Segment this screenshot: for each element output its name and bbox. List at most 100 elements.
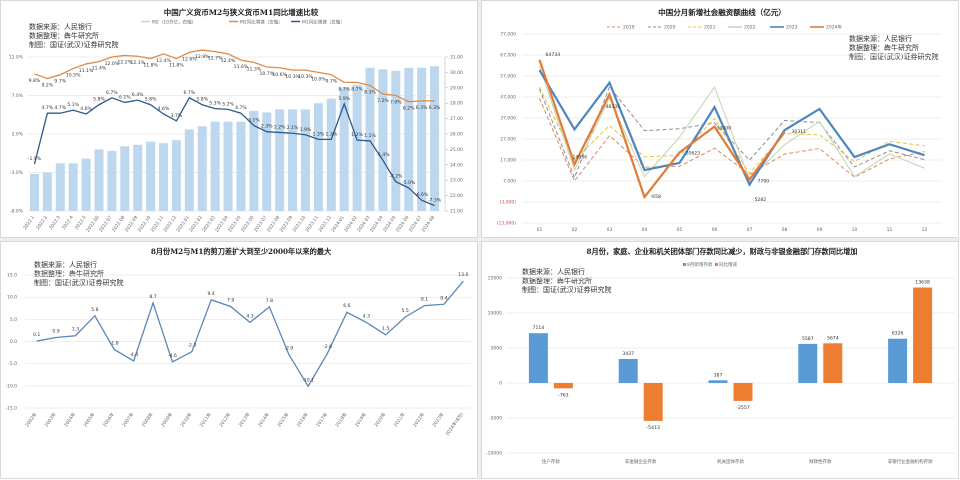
yoy-change-bar [733,383,753,401]
m2-bar [300,109,310,211]
x-axis-tick: 09 [817,227,823,233]
right-axis-tick: 29.00 [450,85,463,91]
data-label: -4.6 [168,353,177,359]
m2-yoy-label: 10.5% [66,73,81,79]
m2-yoy-label: 11.3% [247,66,262,72]
m1-yoy-label: -6.6% [415,192,429,198]
m1-yoy-label: 1.9% [300,127,312,133]
m2-yoy-label: 7.2% [377,98,389,104]
data-label: -10.1 [302,377,314,383]
legend-label: 同比增减 [719,261,737,268]
y-axis-tick: 37,000 [500,116,516,122]
left-axis-tick: 12.0% [9,55,24,61]
m2-yoy-label: 6.3% [416,105,428,111]
m1-yoy-label: 6.7% [106,90,118,96]
x-axis-tick: 2019年 [353,411,368,428]
x-axis-tick: 2022.3 [48,215,62,231]
scissors-gap-line [36,280,464,388]
new-deposit-bar [708,380,728,383]
right-axis-tick: 31.00 [450,55,463,61]
y-axis-tick: (3,000) [500,200,517,206]
m2-bar [184,129,194,211]
source-note: 数据整理：犇牛研究所 [522,276,592,285]
chart-3-svg: 8月份M2与M1的剪刀差扩大到至少2000年以来的最大数据来源：人民银行数据整理… [5,247,471,437]
x-axis-tick: 07 [747,227,753,233]
m2-yoy-label: 11.8% [143,63,158,69]
yoy-change-bar [643,383,663,421]
m2-yoy-label: 10.3% [285,74,300,80]
data-label: 0.9 [52,329,59,335]
x-axis-tick: 08 [782,227,788,233]
y-axis-tick: 57,000 [500,74,516,80]
m1-yoy-label: 4.6% [158,106,170,112]
y-axis-tick: 17,000 [500,158,516,164]
m1-yoy-label: 6.7% [183,90,195,96]
m2-bar [236,121,246,211]
chart-2-svg: 中国分月新增社会融资额曲线（亿元） 2019 2020 2021 2022 2023 202… [497,7,942,233]
m1-yoy-label: -7.3% [428,198,442,204]
data-label: 7700 [758,179,770,185]
legend-label: 8月新增存款 [687,261,713,268]
x-axis-tick: 2022.1 [22,215,36,231]
chart-1-svg: 中国广义货币M2与狭义货币M1同比增速比较 M2（10万亿，右轴） M2同比增速（左… [9,7,463,233]
m2-bar [55,163,65,211]
y-axis-tick: 0 [499,381,502,387]
x-axis-tick: 04 [642,227,648,233]
series-line-2020 [539,85,925,180]
legend-label: 2021 [704,25,716,31]
right-axis-tick: 30.00 [450,70,463,76]
m1-yoy-label: 4.7% [42,105,54,111]
x-axis-tick: 非金融企业存款 [625,458,657,465]
m2-yoy-label: 6.2% [403,106,415,112]
m2-yoy-label: 6.3% [429,105,441,111]
source-note: 制图：国证(武汉)证券研究院 [522,285,611,294]
data-label: -2.3 [187,343,196,349]
data-label: 3437 [622,351,634,357]
y-axis-tick: 27,000 [500,137,516,143]
legend-swatch [683,263,686,266]
right-axis-tick: 25.00 [450,147,463,153]
m1-yoy-label: 5.1% [67,102,79,108]
data-label: 30311 [792,129,807,135]
source-note: 数据整理：犇牛研究所 [29,31,99,40]
left-axis-tick: 2.0% [12,132,24,138]
m2-yoy-label: 11.6% [234,64,249,70]
data-label: 5.5 [401,308,408,314]
x-axis-tick: 2016年 [295,411,310,428]
x-axis-tick: 2015年 [276,411,291,428]
m1-yoy-label: 2.1% [287,125,299,131]
m2-yoy-label: 10.0% [311,76,326,82]
source-note: 制图：国证(武汉)证券研究院 [34,278,123,287]
right-axis-tick: 24.00 [450,162,463,168]
x-axis-tick: 2022.2 [35,215,49,231]
m2-bar [391,70,401,211]
legend-label: 2024年 [826,24,842,31]
m1-yoy-label: 5.9% [338,96,350,102]
m2-bar [288,109,298,211]
yoy-change-bar [913,287,933,383]
m2-yoy-label: 12.9% [195,54,210,60]
y-axis-tick: -5.0 [8,361,17,367]
m2-bar [404,67,414,211]
x-axis-tick: 2005年 [82,411,97,428]
x-axis-tick: 10 [852,227,858,233]
chart-title: 中国广义货币M2与狭义货币M1同比增速比较 [164,7,319,17]
data-label: 1.3 [72,327,79,333]
x-axis-tick: 非银行业金融机构存款 [888,458,933,465]
y-axis-tick: 67,000 [500,53,516,59]
m2-yoy-label: 11.1% [79,68,94,74]
m2-bar [68,163,78,211]
m2-yoy-label: 12.4% [156,58,171,64]
m2-bar [339,87,349,211]
source-note: 制图：国证(武汉)证券研究院 [29,40,118,49]
y-axis-tick: 5.0 [10,317,17,323]
right-axis-tick: 22.00 [450,193,463,199]
y-axis-tick: 77,000 [500,32,516,38]
data-label: 6326 [892,331,904,337]
legend-label: M1同比增速（左轴） [302,19,345,26]
data-label: -2.6 [323,344,332,350]
source-note: 数据来源：人民银行 [849,34,912,43]
x-axis-tick: 2022.4 [61,215,75,231]
data-label: 20623 [686,150,701,156]
data-label: 13.6 [458,272,468,278]
